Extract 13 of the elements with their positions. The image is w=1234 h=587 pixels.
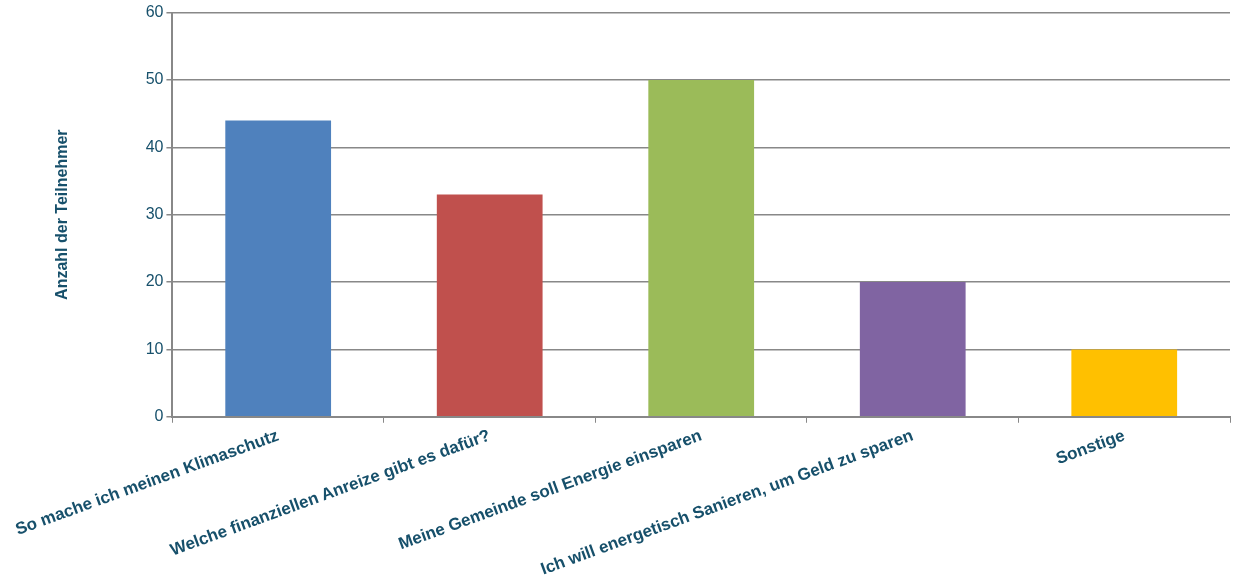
- y-tick-label: 0: [154, 407, 164, 425]
- bar: [648, 79, 755, 417]
- y-tick-label: 10: [145, 339, 164, 357]
- bar: [436, 194, 543, 417]
- y-tick-label: 30: [145, 205, 164, 223]
- bar: [859, 282, 966, 417]
- y-tick-label: 20: [145, 272, 164, 290]
- bar: [225, 120, 332, 417]
- y-tick-label: 50: [145, 70, 164, 88]
- y-axis-title: Anzahl der Teilnehmer: [53, 129, 71, 300]
- y-tick-label: 40: [145, 137, 164, 155]
- bar: [1071, 349, 1178, 417]
- y-tick-label: 60: [145, 3, 164, 21]
